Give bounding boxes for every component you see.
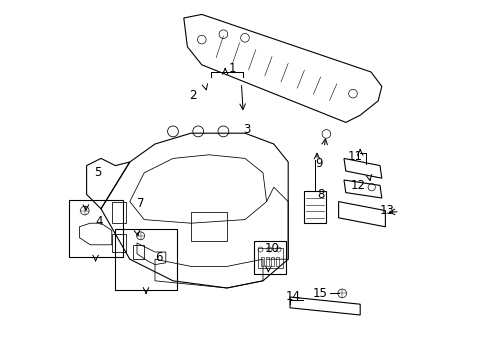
Bar	[266, 257, 269, 266]
Text: 6: 6	[155, 251, 162, 264]
Text: 7: 7	[137, 197, 145, 210]
Bar	[271, 257, 274, 266]
Text: 12: 12	[351, 179, 366, 192]
Bar	[254, 241, 286, 274]
Bar	[112, 234, 126, 252]
Text: 11: 11	[347, 150, 362, 163]
Text: 13: 13	[380, 204, 394, 217]
Bar	[133, 245, 144, 259]
Text: 5: 5	[94, 166, 101, 179]
Bar	[116, 229, 176, 290]
Text: 8: 8	[317, 188, 324, 201]
Bar	[112, 202, 126, 223]
Text: 2: 2	[189, 89, 196, 102]
Text: 4: 4	[96, 215, 103, 228]
Bar	[69, 200, 122, 257]
Text: 15: 15	[313, 287, 328, 300]
Bar	[191, 212, 227, 241]
Text: 1: 1	[229, 62, 236, 75]
Bar	[261, 257, 265, 266]
Text: 9: 9	[315, 157, 322, 170]
Text: 14: 14	[286, 291, 301, 303]
Bar	[258, 248, 283, 268]
Text: 3: 3	[243, 123, 250, 136]
Text: 10: 10	[265, 242, 279, 255]
Bar	[304, 191, 326, 223]
Bar	[276, 257, 279, 266]
